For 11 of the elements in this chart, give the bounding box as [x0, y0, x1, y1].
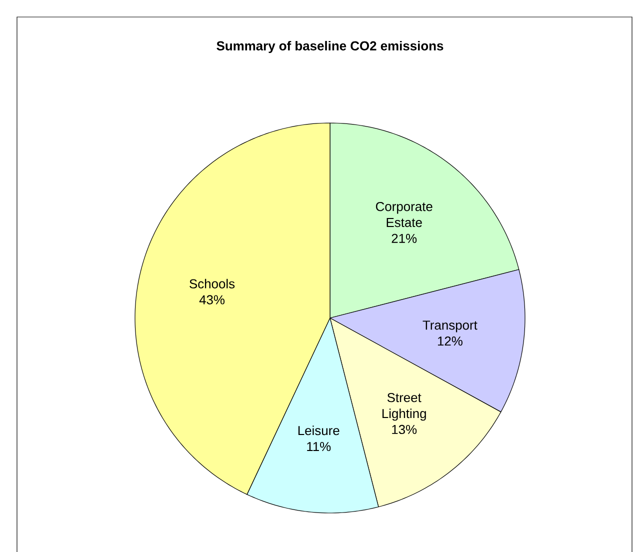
- data-label: 13%: [392, 424, 417, 434]
- data-label: 11%: [307, 442, 331, 451]
- slice-label: Leisure: [298, 426, 340, 436]
- chart-title: Summary of baseline CO2 emissions: [216, 40, 444, 53]
- slice-label: Corporate Estate: [376, 202, 432, 227]
- data-label: 43%: [199, 295, 225, 304]
- data-label: 21%: [392, 234, 417, 243]
- data-label: 12%: [438, 336, 462, 346]
- slice-label: Street Lighting: [382, 392, 426, 421]
- slice-label: Schools: [190, 278, 235, 288]
- slice-label: Transport: [422, 320, 478, 332]
